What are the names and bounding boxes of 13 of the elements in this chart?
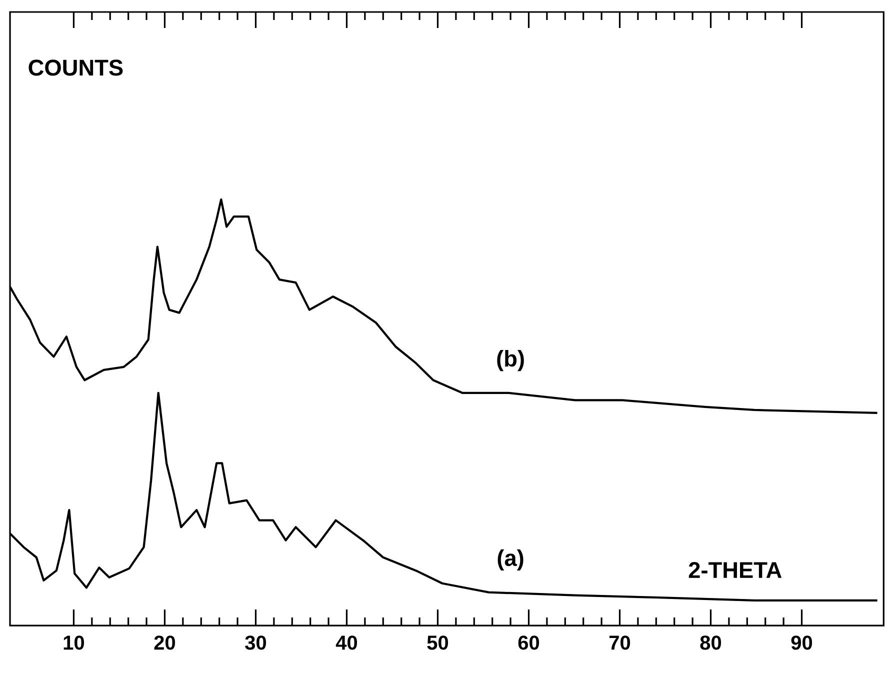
text: COUNTS xyxy=(28,60,123,76)
x-tick-label: 70 xyxy=(609,635,630,650)
x-tick-label: 60 xyxy=(518,635,540,650)
x-tick-label: 40 xyxy=(336,635,358,650)
series-label: (b) xyxy=(497,350,524,372)
x-tick-label: 20 xyxy=(154,635,176,650)
x-tick-label: 10 xyxy=(64,635,84,650)
x-tick-label: 50 xyxy=(427,635,448,650)
x-axis-title: 2-THETA xyxy=(688,562,782,578)
x-tick-label: 80 xyxy=(700,635,722,650)
x-tick-label: 30 xyxy=(245,635,266,650)
series-label: (a) xyxy=(498,549,524,570)
x-tick-label: 90 xyxy=(791,635,812,650)
